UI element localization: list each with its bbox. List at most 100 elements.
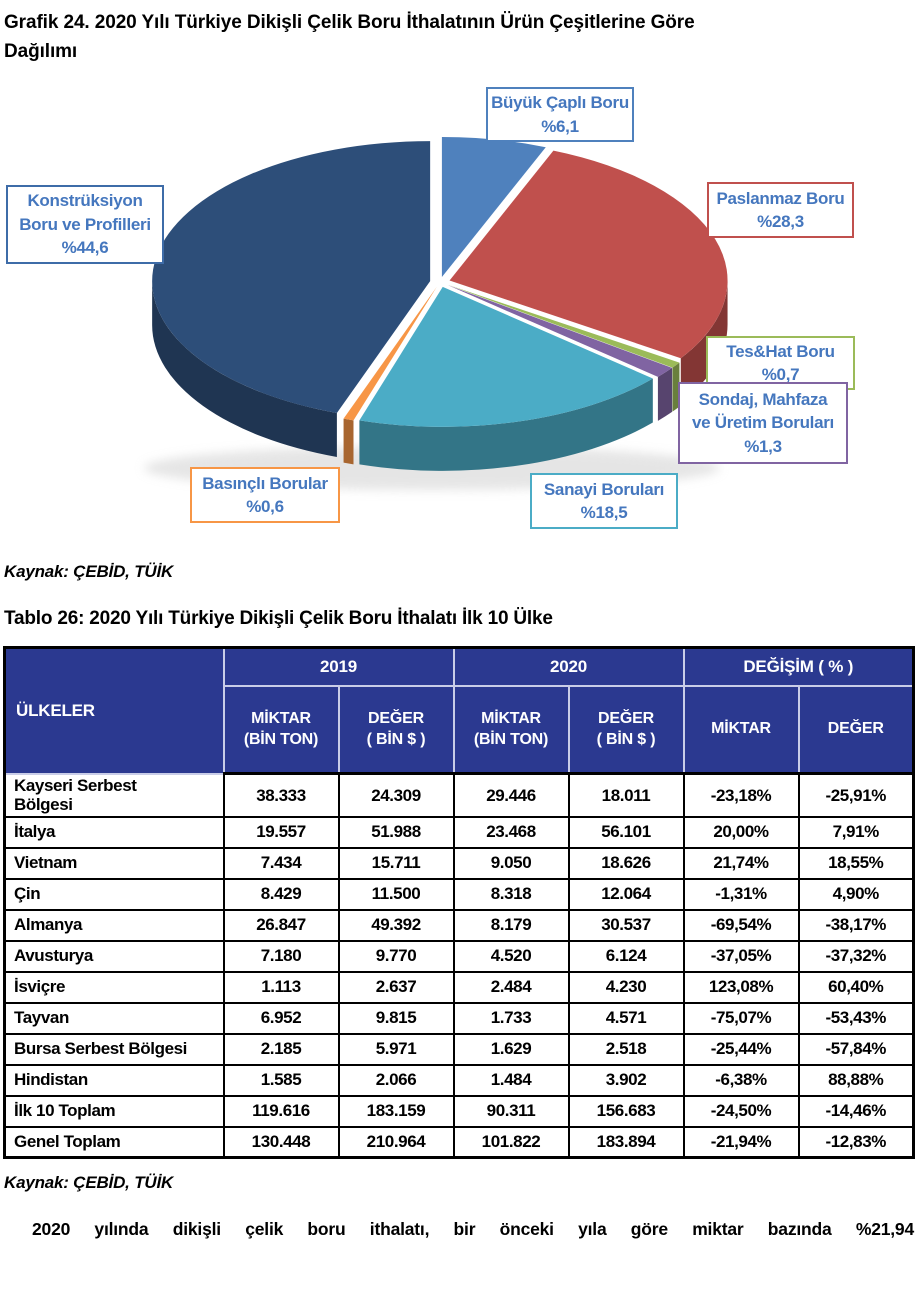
value-cell: 90.311 xyxy=(452,1094,570,1128)
value-cell: 5.971 xyxy=(337,1032,455,1066)
value-cell: 2.637 xyxy=(337,970,455,1004)
value-cell: 1.585 xyxy=(222,1063,340,1097)
pie-label-basincli-borular: Basınçlı Borular %0,6 xyxy=(190,467,340,523)
value-cell: -25,44% xyxy=(682,1032,800,1066)
value-cell: -57,84% xyxy=(797,1032,915,1066)
pie-slice-basincli-borular xyxy=(343,286,437,421)
table-row: Vietnam 7.434 15.711 9.050 18.626 21,74% 18,55… xyxy=(3,846,915,880)
value-cell: 24.309 xyxy=(337,772,455,818)
value-cell: 29.446 xyxy=(452,772,570,818)
value-cell: 18.626 xyxy=(567,846,685,880)
country-cell: Çin xyxy=(3,877,225,911)
value-cell: 4.520 xyxy=(452,939,570,973)
value-cell: 183.159 xyxy=(337,1094,455,1128)
table-row: İsviçre 1.113 2.637 2.484 4.230 123,08% 60,40% xyxy=(3,970,915,1004)
table-row: Bursa Serbest Bölgesi 2.185 5.971 1.629 2.51… xyxy=(3,1032,915,1066)
value-cell: 11.500 xyxy=(337,877,455,911)
value-cell: -14,46% xyxy=(797,1094,915,1128)
value-cell: 2.484 xyxy=(452,970,570,1004)
value-cell: 119.616 xyxy=(222,1094,340,1128)
pie-slice-wall-sondaj-mahfaza-uretim-borulari xyxy=(657,367,673,421)
value-cell: -25,91% xyxy=(797,772,915,818)
column-header-2019-deger: DEĞER ( BİN $ ) xyxy=(337,684,455,775)
table-row: Hindistan 1.585 2.066 1.484 3.902 -6,38% 88,88… xyxy=(3,1063,915,1097)
pie-slice-sanayi-borulari xyxy=(359,286,653,427)
value-cell: 12.064 xyxy=(567,877,685,911)
value-cell: 9.050 xyxy=(452,846,570,880)
pie-chart: Büyük Çaplı Boru %6,1 Paslanmaz Boru %28,… xyxy=(0,82,918,552)
value-cell: -75,07% xyxy=(682,1001,800,1035)
value-cell: 2.518 xyxy=(567,1032,685,1066)
value-cell: 4,90% xyxy=(797,877,915,911)
chart-source: Kaynak: ÇEBİD, TÜİK xyxy=(4,562,174,581)
pie-slice-tes-hat-boru xyxy=(448,284,680,368)
pie-slice-paslanmaz-boru xyxy=(449,150,728,359)
value-cell: 4.230 xyxy=(567,970,685,1004)
value-cell: 1.629 xyxy=(452,1032,570,1066)
table-row: Almanya 26.847 49.392 8.179 30.537 -69,54% -38… xyxy=(3,908,915,942)
column-header-countries: ÜLKELER xyxy=(3,646,225,775)
value-cell: 15.711 xyxy=(337,846,455,880)
value-cell: 18.011 xyxy=(567,772,685,818)
value-cell: 7.434 xyxy=(222,846,340,880)
value-cell: 26.847 xyxy=(222,908,340,942)
value-cell: 51.988 xyxy=(337,815,455,849)
value-cell: 38.333 xyxy=(222,772,340,818)
column-header-2020-miktar: MİKTAR (BİN TON) xyxy=(452,684,570,775)
pie-slice-wall-paslanmaz-boru xyxy=(680,280,728,403)
country-cell: İsviçre xyxy=(3,970,225,1004)
value-cell: 183.894 xyxy=(567,1125,685,1159)
country-cell: Tayvan xyxy=(3,1001,225,1035)
value-cell: 19.557 xyxy=(222,815,340,849)
table-title: Tablo 26: 2020 Yılı Türkiye Dikişli Çeli… xyxy=(4,608,553,629)
value-cell: 20,00% xyxy=(682,815,800,849)
value-cell: 9.815 xyxy=(337,1001,455,1035)
value-cell: 88,88% xyxy=(797,1063,915,1097)
value-cell: 21,74% xyxy=(682,846,800,880)
value-cell: -21,94% xyxy=(682,1125,800,1159)
pie-slice-sondaj-mahfaza-uretim-borulari xyxy=(447,285,673,377)
chart-title: Grafik 24. 2020 Yılı Türkiye Dikişli Çel… xyxy=(4,12,695,62)
pie-label-paslanmaz-boru: Paslanmaz Boru %28,3 xyxy=(707,182,854,238)
value-cell: 1.484 xyxy=(452,1063,570,1097)
pie-slice-konstruksiyon-boru-ve-profilleri xyxy=(152,141,431,414)
table-row: Avusturya 7.180 9.770 4.520 6.124 -37,05% -37,… xyxy=(3,939,915,973)
value-cell: 23.468 xyxy=(452,815,570,849)
pie-slice-wall-basincli-borular xyxy=(343,418,354,465)
country-cell: Almanya xyxy=(3,908,225,942)
column-group-2020: 2020 xyxy=(452,646,685,687)
column-group-change: DEĞİŞİM ( % ) xyxy=(682,646,916,687)
country-cell: Vietnam xyxy=(3,846,225,880)
table-row: İlk 10 Toplam 119.616 183.159 90.311 156.683… xyxy=(3,1094,915,1128)
value-cell: 4.571 xyxy=(567,1001,685,1035)
table-source: Kaynak: ÇEBİD, TÜİK xyxy=(4,1173,174,1193)
pie-label-sanayi-borulari: Sanayi Boruları %18,5 xyxy=(530,473,678,529)
pie-slice-wall-konstruksiyon-boru-ve-profilleri xyxy=(152,281,337,458)
value-cell: 8.318 xyxy=(452,877,570,911)
value-cell: 2.066 xyxy=(337,1063,455,1097)
value-cell: -24,50% xyxy=(682,1094,800,1128)
value-cell: 2.185 xyxy=(222,1032,340,1066)
value-cell: 60,40% xyxy=(797,970,915,1004)
value-cell: 7,91% xyxy=(797,815,915,849)
table-row: Kayseri Serbest Bölgesi 38.333 24.309 29.44… xyxy=(3,772,915,818)
value-cell: 6.124 xyxy=(567,939,685,973)
value-cell: 18,55% xyxy=(797,846,915,880)
table-row: Çin 8.429 11.500 8.318 12.064 -1,31% 4,90% xyxy=(3,877,915,911)
value-cell: 6.952 xyxy=(222,1001,340,1035)
pie-label-konstruksiyon-boru-ve-profilleri: Konstrüksiyon Boru ve Profilleri %44,6 xyxy=(6,185,164,264)
value-cell: 210.964 xyxy=(337,1125,455,1159)
value-cell: 156.683 xyxy=(567,1094,685,1128)
value-cell: 30.537 xyxy=(567,908,685,942)
pie-slice-wall-tes-hat-boru xyxy=(672,362,680,412)
country-cell: Kayseri Serbest Bölgesi xyxy=(3,772,225,818)
table-row: Genel Toplam 130.448 210.964 101.822 183.894… xyxy=(3,1125,915,1159)
value-cell: -12,83% xyxy=(797,1125,915,1159)
country-cell: Bursa Serbest Bölgesi xyxy=(3,1032,225,1066)
value-cell: -23,18% xyxy=(682,772,800,818)
value-cell: -37,05% xyxy=(682,939,800,973)
value-cell: -53,43% xyxy=(797,1001,915,1035)
value-cell: 7.180 xyxy=(222,939,340,973)
country-cell: Genel Toplam xyxy=(3,1125,225,1159)
